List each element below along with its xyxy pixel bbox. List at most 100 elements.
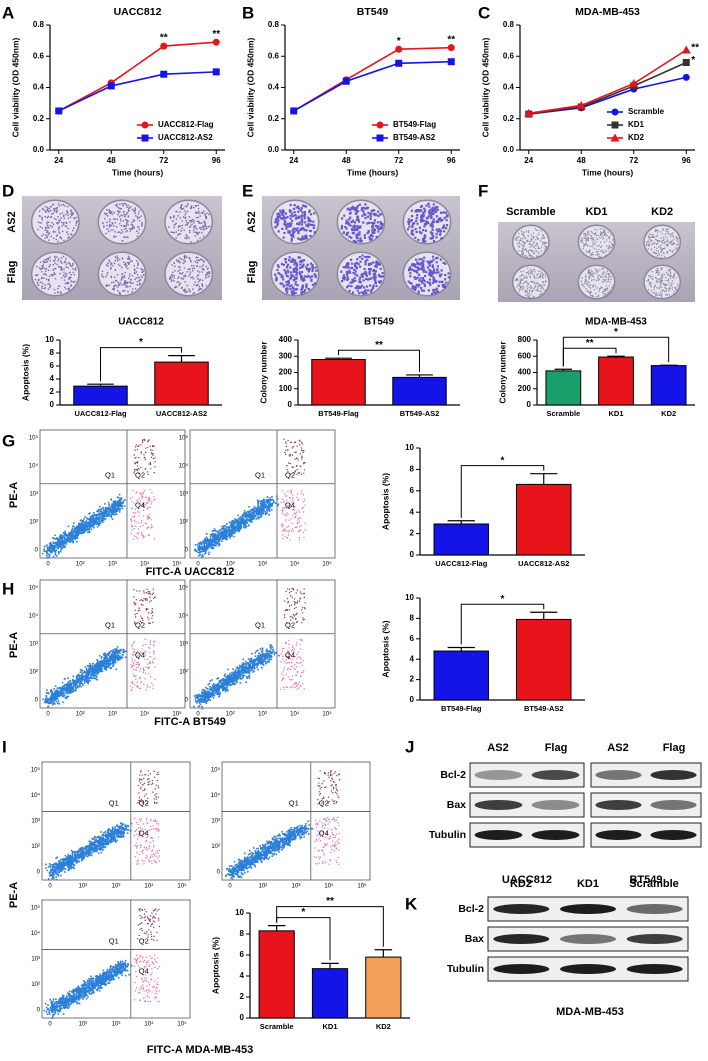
x-tick-label: BT549-AS2 — [524, 704, 564, 713]
flow-x-tick: 10⁴ — [290, 561, 300, 568]
legend-marker — [611, 121, 619, 129]
y-tick-label: 400 — [518, 368, 532, 377]
x-tick-label: 48 — [577, 156, 586, 165]
flow-x-tick: 10⁴ — [144, 1021, 154, 1028]
y-axis-label: Colony number — [497, 341, 507, 404]
flow-x-tick: 10³ — [108, 562, 117, 568]
error-bar — [168, 355, 195, 363]
blot-band — [560, 934, 616, 944]
chart-title: UACC812 — [114, 6, 162, 18]
quadrant-label: Q4 — [139, 967, 149, 976]
quadrant-lines — [40, 430, 185, 558]
quadrant-label: Q4 — [319, 829, 329, 838]
flow-dots-early — [280, 638, 305, 691]
significance-label: * — [301, 907, 305, 918]
flow-dots-early — [134, 954, 161, 1003]
legend-marker — [141, 121, 149, 129]
x-axis-label: Time (hours) — [347, 167, 398, 177]
y-tick-label: 8 — [240, 929, 245, 938]
y-tick-label: 8 — [50, 348, 55, 357]
y-tick-label: 200 — [279, 368, 293, 377]
y-tick-label: 100 — [279, 384, 293, 393]
blot-band — [531, 770, 580, 780]
colonies — [34, 202, 211, 295]
significance-label: * — [139, 337, 143, 348]
panel-letter: H — [2, 579, 14, 598]
significance-label: ** — [326, 896, 334, 907]
bar — [598, 356, 634, 406]
flow-x-tick: 0 — [196, 712, 200, 718]
legend-marker — [610, 133, 620, 142]
blot-row-label: Bcl-2 — [458, 903, 484, 915]
flow-y-label: PE-A — [8, 632, 20, 658]
flow-dots-live — [42, 646, 127, 708]
y-tick-label: 10 — [405, 443, 414, 452]
point — [447, 44, 455, 52]
x-tick-label: BT549-Flag — [441, 704, 482, 713]
x-tick-label: KD1 — [608, 409, 623, 418]
y-axis-label: Cell viability (OD 450nm) — [10, 37, 20, 137]
error-bar — [325, 357, 352, 360]
x-tick-label: 48 — [107, 156, 116, 165]
x-tick-label: KD1 — [322, 1022, 337, 1031]
y-tick-label: 0.6 — [503, 51, 515, 60]
y-tick-label: 0.4 — [268, 83, 280, 92]
flow-x-tick: 10² — [79, 884, 88, 890]
y-tick-label: 0 — [410, 695, 415, 704]
flow-dots-late — [133, 438, 156, 475]
error-bar — [406, 374, 433, 378]
flow-y-tick: 10⁴ — [29, 613, 39, 620]
flow-dots-early — [133, 817, 161, 865]
y-tick-label: 0.8 — [268, 20, 280, 29]
x-tick-label: UACC812-Flag — [74, 409, 127, 418]
flow-y-tick: 0 — [217, 870, 221, 876]
x-tick-label: UACC812-Flag — [435, 559, 488, 568]
y-tick-label: 6 — [410, 486, 415, 495]
blot-column-label: Flag — [663, 742, 686, 754]
annotation: ** — [691, 43, 699, 54]
row-label: Flag — [246, 261, 258, 284]
flow-dots-late — [283, 438, 306, 475]
quadrant-label: Q4 — [135, 501, 145, 510]
flow-y-tick: 10⁴ — [31, 792, 41, 799]
point — [107, 82, 115, 90]
x-tick-label: 24 — [289, 156, 298, 165]
x-tick-label: 96 — [682, 156, 691, 165]
bar — [154, 361, 209, 406]
flow-y-tick: 10³ — [31, 957, 40, 963]
flow-x-label: FITC-A UACC812 — [146, 566, 235, 578]
legend-label: KD1 — [628, 120, 645, 129]
significance-label: ** — [375, 340, 383, 351]
series-line — [528, 49, 687, 115]
blot-column-label: AS2 — [487, 742, 508, 754]
blot-row-label: Tubulin — [429, 829, 466, 841]
y-tick-label: 0 — [50, 400, 55, 409]
flow-dots-early — [130, 638, 156, 692]
quadrant-lines — [190, 580, 335, 708]
error-bar — [607, 355, 625, 358]
flow-x-tick: 10⁴ — [290, 711, 300, 718]
y-tick-label: 8 — [410, 614, 415, 623]
annotation: ** — [160, 33, 168, 44]
legend-label: BT549-AS2 — [393, 133, 436, 142]
quadrant-label: Q1 — [105, 471, 115, 480]
flow-x-tick: 0 — [48, 884, 52, 890]
legend-label: BT549-Flag — [393, 120, 436, 129]
point — [160, 42, 168, 50]
y-tick-label: 0.6 — [33, 51, 45, 60]
bar — [311, 359, 366, 406]
flow-y-tick: 10⁴ — [211, 792, 221, 799]
y-tick-label: 10 — [45, 335, 54, 344]
flow-x-tick: 10² — [226, 562, 235, 568]
quadrant-label: Q4 — [285, 501, 295, 510]
flow-dots-late — [283, 588, 306, 624]
flow-x-tick: 10⁴ — [324, 883, 334, 890]
flow-x-tick: 10⁵ — [172, 561, 182, 568]
x-tick-label: UACC812-AS2 — [156, 409, 207, 418]
x-tick-label: BT549-AS2 — [400, 409, 440, 418]
flow-y-tick: 10² — [31, 982, 40, 988]
blot-band — [560, 964, 616, 974]
annotation: * — [397, 36, 401, 47]
significance-label: * — [501, 594, 505, 605]
